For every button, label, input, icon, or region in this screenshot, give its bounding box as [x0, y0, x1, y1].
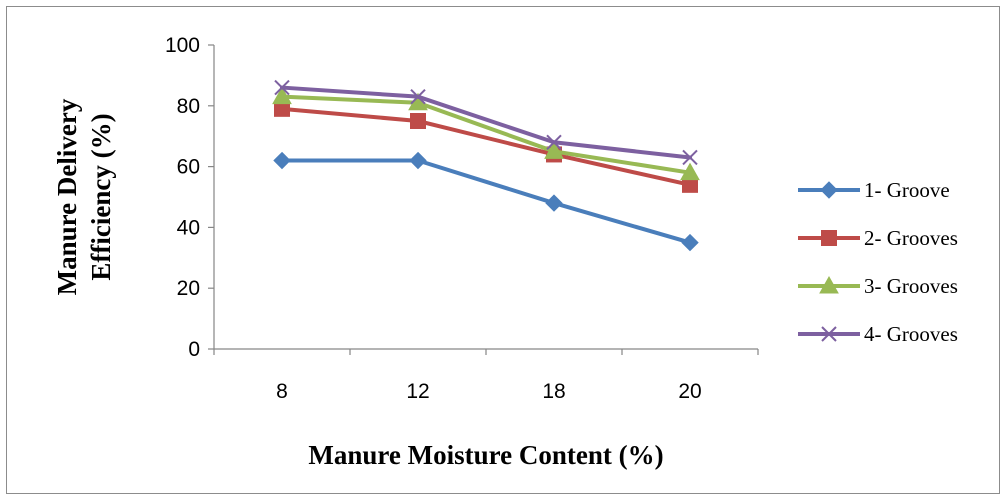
legend-label: 3- Grooves	[864, 274, 958, 298]
x-axis-title: Manure Moisture Content (%)	[308, 440, 663, 470]
series-layer	[272, 79, 700, 252]
legend-item: 1- Groove	[798, 178, 950, 202]
x-axis: 8 12 18 20	[213, 348, 759, 403]
chart-frame	[6, 6, 1000, 494]
y-axis-title-line1: Manure Delivery	[52, 98, 82, 295]
marker-x-stroke	[682, 149, 698, 166]
series-3	[272, 86, 700, 181]
y-tick-label: 40	[177, 216, 200, 239]
series-2	[274, 100, 698, 193]
series-line	[280, 85, 692, 160]
data-point	[546, 134, 562, 150]
legend-marker	[821, 326, 837, 342]
data-point	[682, 149, 698, 166]
data-point	[409, 151, 427, 170]
data-point	[545, 194, 563, 212]
marker-x-stroke	[410, 88, 426, 105]
legend: 1- Groove 2- Grooves 3- Grooves 4- Grooves	[798, 178, 958, 346]
legend-marker	[819, 275, 839, 294]
y-axis-title-line2: Efficiency (%)	[86, 113, 116, 280]
series-4	[274, 79, 698, 166]
data-point	[544, 141, 564, 159]
y-tick-label: 100	[165, 34, 200, 57]
x-tick-label: 8	[276, 380, 288, 403]
legend-item: 2- Grooves	[798, 226, 958, 250]
data-point	[272, 86, 292, 105]
legend-label: 4- Grooves	[864, 322, 958, 346]
series-line	[280, 158, 692, 245]
legend-label: 1- Groove	[864, 178, 950, 202]
data-point	[274, 79, 290, 96]
y-tick-label: 0	[188, 338, 200, 361]
y-tick-label: 20	[177, 277, 200, 300]
legend-label: 2- Grooves	[864, 226, 958, 250]
data-point	[681, 233, 699, 252]
data-point	[680, 162, 700, 181]
legend-item: 3- Grooves	[798, 274, 958, 298]
series-line	[280, 106, 692, 187]
x-tick-label: 12	[406, 380, 429, 403]
series-1	[273, 151, 699, 252]
marker-x-stroke	[546, 134, 562, 150]
data-point	[273, 151, 291, 170]
y-tick-label: 60	[177, 156, 200, 179]
data-point	[410, 113, 426, 129]
legend-marker	[820, 181, 838, 199]
legend-item: 4- Grooves	[798, 322, 958, 346]
x-tick-label: 18	[542, 380, 565, 403]
series-line	[280, 94, 692, 175]
y-tick-label: 80	[177, 95, 200, 118]
y-axis: 0 20 40 60 80 100	[165, 34, 215, 361]
legend-marker	[821, 230, 837, 246]
x-tick-label: 20	[678, 380, 701, 403]
marker-x-stroke	[821, 326, 837, 342]
marker-x-stroke	[274, 79, 290, 96]
data-point	[410, 88, 426, 105]
